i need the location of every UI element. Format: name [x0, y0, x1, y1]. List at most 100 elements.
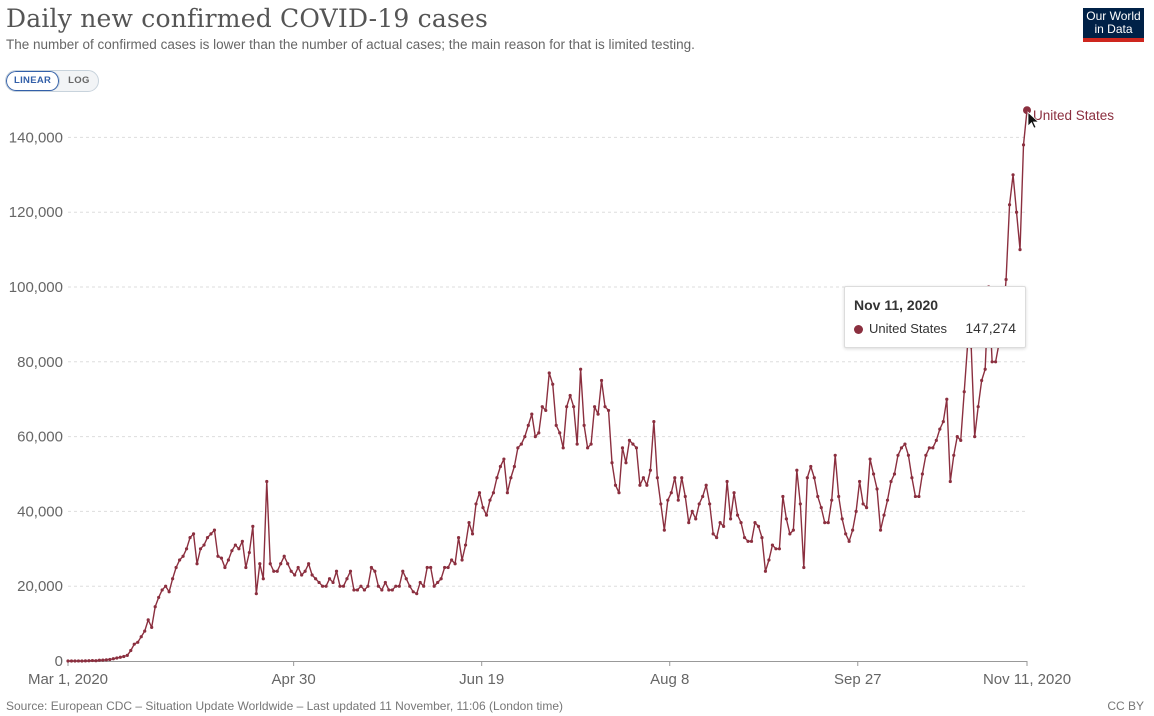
x-tick-label: Jun 19 [459, 671, 504, 688]
data-point [847, 539, 851, 543]
data-point [167, 590, 171, 594]
source-note[interactable]: Source: European CDC – Situation Update … [6, 699, 563, 713]
data-point [282, 554, 286, 558]
data-point [436, 580, 440, 585]
data-point [586, 446, 590, 450]
data-point [606, 408, 611, 413]
data-point [380, 588, 384, 592]
data-point [397, 584, 401, 588]
data-point [648, 468, 652, 472]
log-scale-button[interactable]: LOG [68, 75, 90, 86]
data-point [104, 658, 108, 662]
data-point [1018, 248, 1022, 252]
data-point [296, 565, 300, 570]
data-point [631, 442, 635, 446]
data-point [477, 491, 482, 495]
data-point [728, 517, 733, 521]
data-point [899, 446, 904, 450]
data-point [784, 517, 788, 521]
data-point [777, 547, 782, 551]
data-point [446, 565, 450, 570]
data-point [415, 592, 419, 596]
data-point [544, 408, 548, 413]
data-point [401, 569, 405, 573]
data-point [300, 573, 304, 577]
data-point [701, 494, 705, 499]
data-point [219, 556, 224, 560]
x-tick-label: Mar 1, 2020 [28, 671, 108, 688]
data-point [495, 476, 499, 480]
highlighted-point [1023, 106, 1031, 115]
data-point [669, 491, 673, 495]
data-point [735, 513, 740, 517]
data-point [603, 405, 607, 409]
data-point [666, 498, 670, 502]
data-point [973, 435, 977, 439]
data-point [575, 442, 579, 446]
tooltip-series-name: United States [869, 321, 948, 336]
data-point [425, 565, 429, 570]
data-point [66, 659, 70, 663]
data-point [983, 367, 987, 371]
y-tick-label: 0 [55, 653, 63, 670]
data-point [1011, 173, 1015, 177]
linear-scale-button[interactable]: LINEAR [6, 71, 61, 91]
data-point [293, 573, 297, 577]
data-point [247, 550, 251, 555]
data-point [809, 464, 813, 469]
data-point [582, 423, 586, 427]
data-point [547, 371, 551, 375]
data-point [749, 539, 754, 543]
y-tick-label: 20,000 [17, 578, 63, 595]
data-point [732, 491, 736, 495]
data-point [948, 479, 952, 484]
scale-toggle[interactable]: LINEAR LOG [5, 70, 99, 92]
data-point [871, 472, 876, 476]
data-point [875, 487, 879, 491]
data-point [268, 562, 272, 566]
data-point [345, 577, 349, 581]
data-point [896, 453, 900, 457]
data-point [540, 405, 544, 409]
license-label[interactable]: CC BY [1107, 699, 1144, 713]
data-point [324, 584, 328, 588]
data-point [226, 558, 231, 562]
data-point [418, 580, 422, 585]
data-point [97, 658, 101, 662]
data-point [429, 565, 433, 570]
data-point [561, 446, 565, 450]
data-point [310, 573, 314, 577]
logo-line-1: Our World [1086, 9, 1141, 23]
owid-logo[interactable]: Our World in Data [1083, 8, 1144, 42]
data-point [962, 390, 966, 394]
data-point [711, 532, 715, 536]
data-point [502, 457, 506, 461]
data-point [952, 453, 956, 457]
data-point [885, 498, 890, 502]
data-point [826, 521, 830, 525]
data-point [722, 524, 726, 528]
data-point [955, 435, 959, 439]
data-point [338, 584, 342, 588]
data-point [624, 461, 628, 465]
data-point [680, 476, 684, 480]
data-point [816, 494, 820, 499]
data-point [690, 509, 694, 513]
data-point [491, 491, 496, 495]
data-point [80, 659, 84, 663]
data-point [422, 584, 426, 588]
data-point [359, 584, 363, 588]
tooltip-value: 147,274 [965, 320, 1016, 336]
data-point [272, 569, 276, 573]
data-point [708, 502, 712, 506]
data-point [610, 461, 614, 465]
data-point [641, 476, 646, 480]
data-point [795, 468, 799, 472]
data-point [1004, 277, 1008, 282]
data-point [516, 446, 520, 450]
series-labels: United States [1027, 108, 1114, 129]
x-tick-label: Aug 8 [650, 671, 689, 688]
data-point [694, 517, 698, 521]
data-point [645, 483, 649, 487]
data-point [387, 588, 391, 592]
